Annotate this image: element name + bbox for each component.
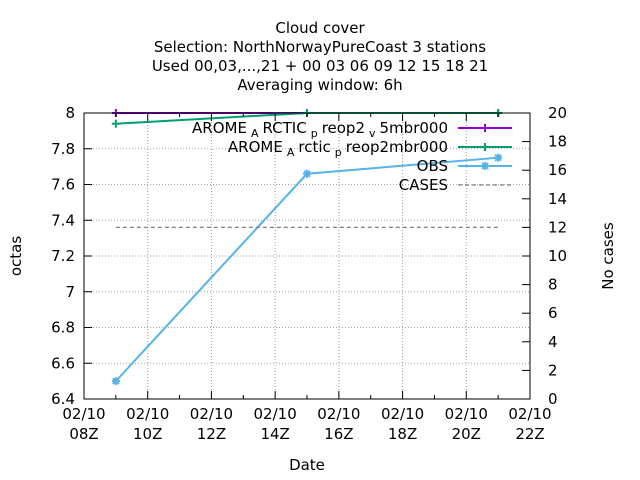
x-tick-label-hour: 08Z bbox=[69, 425, 98, 443]
data-point bbox=[481, 143, 489, 151]
y2-tick-label: 2 bbox=[548, 361, 558, 379]
y-tick-label: 7.2 bbox=[51, 247, 75, 265]
y-tick-label: 6.8 bbox=[51, 319, 75, 337]
y-tick-label: 7.4 bbox=[51, 211, 75, 229]
x-tick-label-date: 02/10 bbox=[126, 405, 169, 423]
y-tick-label: 7.6 bbox=[51, 176, 75, 194]
x-tick-label-date: 02/10 bbox=[381, 405, 424, 423]
legend-label-part: p bbox=[311, 127, 318, 140]
y-tick-label: 6.6 bbox=[51, 354, 75, 372]
legend-label-part: RCTIC bbox=[262, 119, 306, 137]
x-tick-label-date: 02/10 bbox=[445, 405, 488, 423]
x-axis-label: Date bbox=[289, 456, 325, 474]
x-tick-label-hour: 22Z bbox=[515, 425, 544, 443]
title-line: Averaging window: 6h bbox=[237, 76, 402, 94]
data-point bbox=[303, 169, 311, 178]
legend-label-part: AROME bbox=[228, 138, 283, 156]
data-point bbox=[111, 119, 120, 128]
legend-label-part: reop2mbr000 bbox=[346, 138, 448, 156]
y2-tick-label: 12 bbox=[548, 218, 567, 236]
data-point bbox=[481, 124, 489, 132]
legend-label-part: 5mbr000 bbox=[380, 119, 448, 137]
legend-label: CASES bbox=[399, 176, 448, 194]
legend-label-part: AROME bbox=[192, 119, 247, 137]
x-tick-label-date: 02/10 bbox=[508, 405, 551, 423]
y2-tick-label: 10 bbox=[548, 247, 567, 265]
x-tick-label-hour: 14Z bbox=[260, 425, 289, 443]
y2-axis-label: No cases bbox=[599, 222, 617, 290]
x-tick-label-date: 02/10 bbox=[317, 405, 360, 423]
y-tick-label: 7.8 bbox=[51, 140, 75, 158]
title-line: Selection: NorthNorwayPureCoast 3 statio… bbox=[154, 38, 486, 56]
title-line: Used 00,03,...,21 + 00 03 06 09 12 15 18… bbox=[152, 57, 488, 75]
data-point bbox=[481, 162, 489, 170]
x-tick-label-date: 02/10 bbox=[62, 405, 105, 423]
y2-tick-label: 0 bbox=[548, 390, 558, 408]
legend-label-part: rctic bbox=[298, 138, 330, 156]
x-tick-label-hour: 12Z bbox=[197, 425, 226, 443]
y-axis-label: octas bbox=[7, 236, 25, 276]
data-point bbox=[494, 153, 503, 162]
y2-tick-label: 18 bbox=[548, 133, 567, 151]
legend-label-part: reop2 bbox=[322, 119, 365, 137]
legend-label: OBS bbox=[417, 157, 448, 175]
x-tick-label-hour: 18Z bbox=[388, 425, 417, 443]
x-tick-label-date: 02/10 bbox=[254, 405, 297, 423]
legend-label-part: A bbox=[251, 127, 259, 140]
legend-label: AROME A RCTIC p reop2 v 5mbr000 bbox=[192, 119, 448, 140]
legend-label-part: OBS bbox=[417, 157, 448, 175]
y2-tick-label: 6 bbox=[548, 304, 558, 322]
y-tick-label: 6.4 bbox=[51, 390, 75, 408]
axes: 6.4 6.6 6.8 7 7.2 7.4 7.6 7.8 8 0 2 4 6 8 10 12 14 16 18 20… bbox=[51, 104, 567, 443]
legend-label-part: p bbox=[335, 146, 342, 159]
grid bbox=[84, 113, 530, 399]
legend-label-part: v bbox=[369, 127, 376, 140]
y-tick-label: 7 bbox=[65, 283, 75, 301]
y2-tick-label: 16 bbox=[548, 161, 567, 179]
y2-tick-label: 20 bbox=[548, 104, 567, 122]
y-tick-label: 8 bbox=[65, 104, 75, 122]
x-tick-label-hour: 10Z bbox=[133, 425, 162, 443]
data-point bbox=[111, 377, 120, 386]
title-line: Cloud cover bbox=[275, 19, 365, 37]
x-tick-label-date: 02/10 bbox=[190, 405, 233, 423]
legend-label-part: A bbox=[287, 146, 295, 159]
x-tick-label-hour: 16Z bbox=[324, 425, 353, 443]
x-tick-label-hour: 20Z bbox=[452, 425, 481, 443]
y2-tick-label: 14 bbox=[548, 190, 567, 208]
y2-tick-label: 4 bbox=[548, 333, 558, 351]
legend-label-part: CASES bbox=[399, 176, 448, 194]
y2-tick-label: 8 bbox=[548, 276, 558, 294]
